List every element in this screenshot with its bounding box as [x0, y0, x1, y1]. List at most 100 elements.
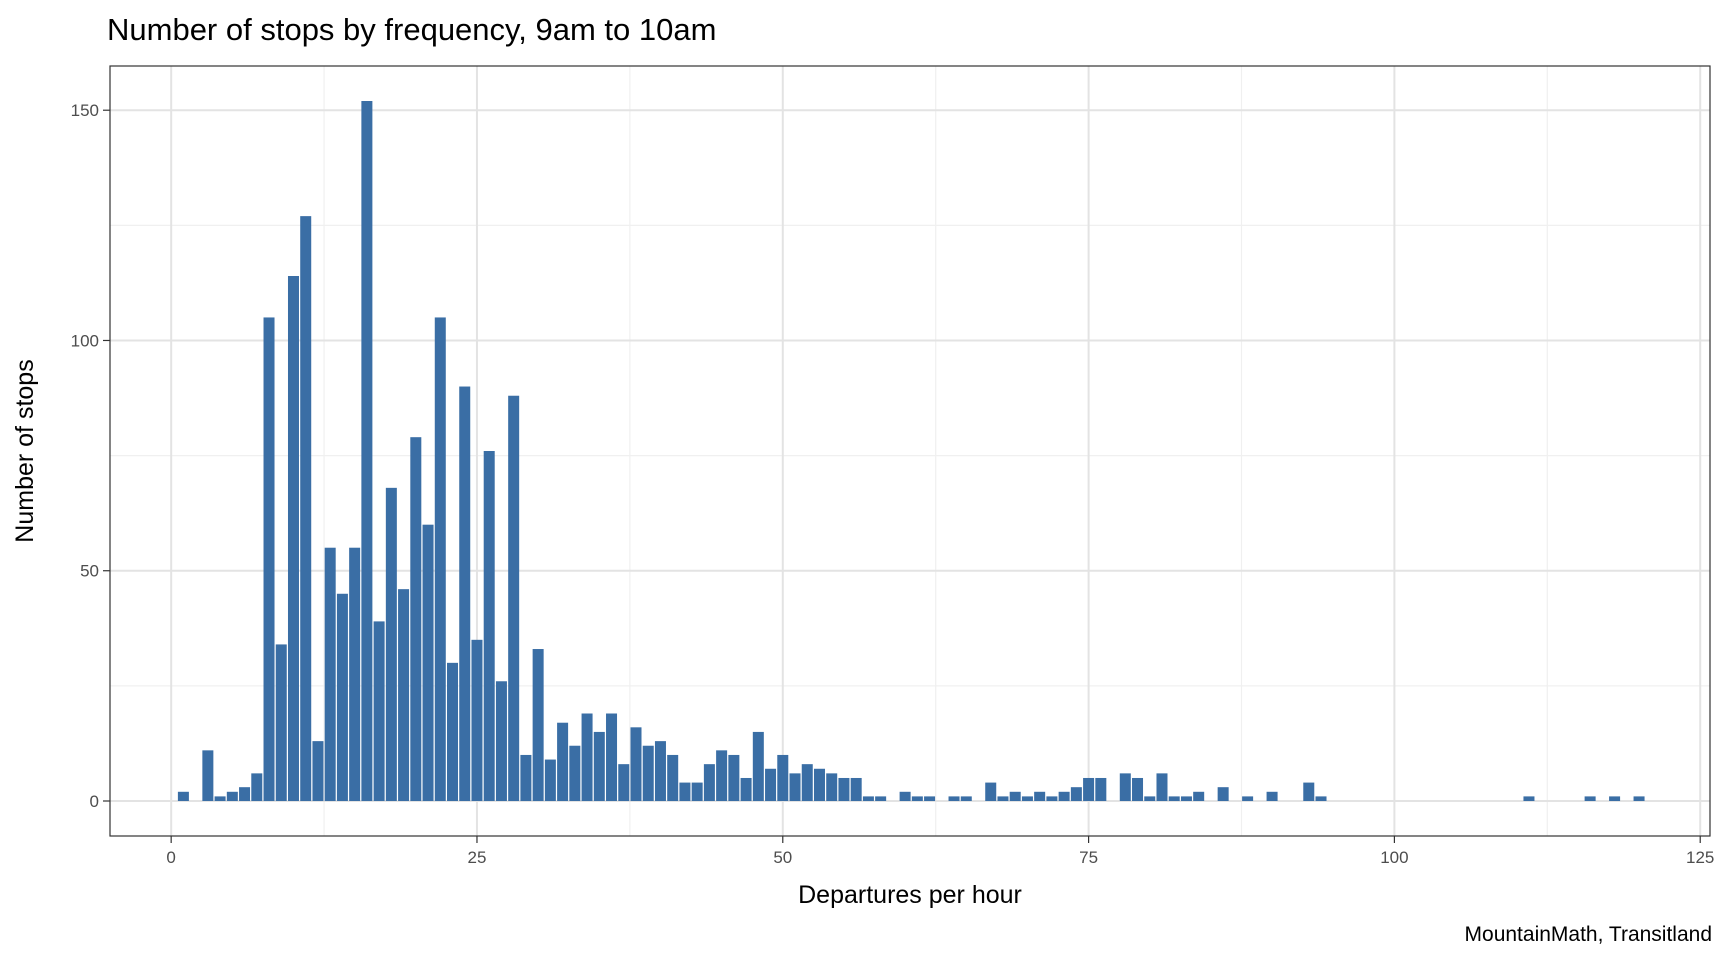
histogram-bar [483, 451, 495, 801]
histogram-bar [336, 593, 348, 801]
histogram-bar [777, 754, 789, 801]
histogram-bar [997, 796, 1009, 801]
histogram-bar [924, 796, 936, 801]
histogram-bar [985, 782, 997, 801]
histogram-bar [642, 745, 654, 801]
y-tick-label: 100 [71, 331, 99, 350]
histogram-bar [1315, 796, 1327, 801]
histogram-bar [385, 487, 397, 801]
histogram-bar [520, 754, 532, 801]
histogram-bar [275, 644, 287, 801]
histogram-bar [1242, 796, 1254, 801]
x-axis-title: Departures per hour [798, 881, 1022, 909]
y-tick-label: 0 [90, 792, 99, 811]
histogram-bar [801, 764, 813, 801]
histogram-bar [765, 768, 777, 801]
histogram-bar [214, 796, 226, 801]
histogram-bar [593, 731, 605, 801]
histogram-bar [373, 621, 385, 801]
histogram-bar [1021, 796, 1033, 801]
histogram-bar [422, 524, 434, 801]
histogram-bar [471, 639, 483, 801]
histogram-bar [1633, 796, 1645, 801]
histogram-bar [960, 796, 972, 801]
histogram-bar [1609, 796, 1621, 801]
histogram-bar [495, 681, 507, 801]
histogram-bar [569, 745, 581, 801]
panel-border [109, 65, 1711, 837]
histogram-bar [177, 791, 189, 801]
chart-title: Number of stops by frequency, 9am to 10a… [107, 12, 716, 47]
histogram-bar [826, 773, 838, 801]
histogram-bar [557, 722, 569, 801]
x-tick-label: 100 [1380, 848, 1408, 867]
histogram-bar [1180, 796, 1192, 801]
histogram-bar [654, 741, 666, 801]
histogram-bar [813, 768, 825, 801]
histogram-bar [679, 782, 691, 801]
histogram-bar [948, 796, 960, 801]
histogram-bar [1266, 791, 1278, 801]
histogram-bar [300, 216, 312, 801]
histogram-bar [911, 796, 923, 801]
histogram-bar [202, 750, 214, 801]
histogram-bar [1083, 777, 1095, 801]
histogram-bar [398, 589, 410, 801]
x-tick-label: 50 [773, 848, 792, 867]
histogram-bar [263, 317, 275, 801]
histogram-bar [1144, 796, 1156, 801]
axes: 0 25 50 75 100 125 0 50 100 150 [71, 101, 1715, 867]
histogram-bar [1584, 796, 1596, 801]
histogram-bar [618, 764, 630, 801]
x-tick-label: 0 [166, 848, 175, 867]
histogram-bar [875, 796, 887, 801]
histogram-bar [226, 791, 238, 801]
histogram-bar [838, 777, 850, 801]
y-axis-title: Number of stops [11, 359, 39, 542]
histogram-bar [1095, 777, 1107, 801]
histogram-bar [850, 777, 862, 801]
histogram-bar [1070, 787, 1082, 801]
histogram-bar [691, 782, 703, 801]
histogram-bar [532, 649, 544, 801]
histogram-bar [1058, 791, 1070, 801]
histogram-bar [251, 773, 263, 801]
histogram-bar [1009, 791, 1021, 801]
histogram-bar [630, 727, 642, 801]
histogram-bar [728, 754, 740, 801]
histogram-bar [740, 777, 752, 801]
histogram-bar [1156, 773, 1168, 801]
histogram-bar [667, 754, 679, 801]
x-tick-label: 125 [1686, 848, 1714, 867]
histogram-bar [1132, 777, 1144, 801]
histogram-bar [716, 750, 728, 801]
histogram-bar [1034, 791, 1046, 801]
histogram-bar [239, 787, 251, 801]
histogram-bar [349, 547, 361, 801]
histogram-bar [312, 741, 324, 801]
histogram-bar [1193, 791, 1205, 801]
chart-caption: MountainMath, Transitland [1465, 923, 1712, 946]
x-tick-label: 75 [1079, 848, 1098, 867]
histogram-bar [606, 713, 618, 801]
histogram-bar [287, 276, 299, 801]
histogram-bar [324, 547, 336, 801]
histogram-bar [544, 759, 556, 801]
histogram-bar [1046, 796, 1058, 801]
x-tick-label: 25 [468, 848, 487, 867]
bars [177, 101, 1645, 801]
histogram-bar [899, 791, 911, 801]
histogram-bar [703, 764, 715, 801]
histogram-bar [1303, 782, 1315, 801]
histogram-bar [459, 386, 471, 801]
histogram-bar [434, 317, 446, 801]
y-tick-label: 50 [80, 562, 99, 581]
histogram-bar [752, 731, 764, 801]
histogram-bar [789, 773, 801, 801]
histogram-bar [1217, 787, 1229, 801]
histogram-bar [1119, 773, 1131, 801]
histogram-bar [447, 662, 459, 801]
histogram-bar [862, 796, 874, 801]
histogram-bar [508, 395, 520, 801]
